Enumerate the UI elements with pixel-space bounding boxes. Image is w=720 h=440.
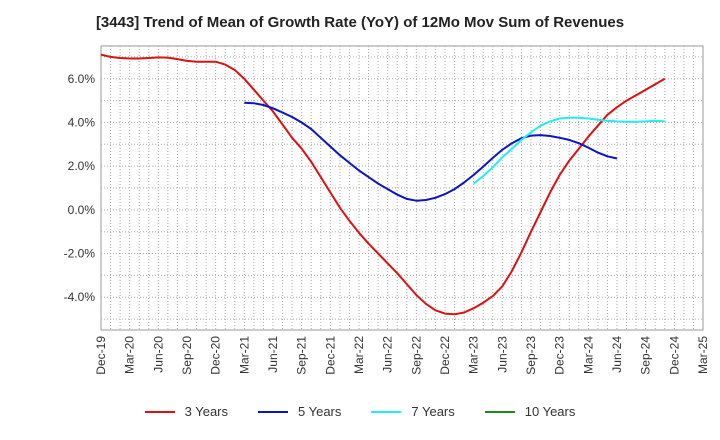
- x-tick-label: Jun-22: [381, 336, 395, 373]
- legend-label: 7 Years: [411, 404, 455, 419]
- x-tick-label: Mar-24: [581, 336, 595, 374]
- chart-title: [3443] Trend of Mean of Growth Rate (YoY…: [95, 14, 625, 31]
- axis-layer: 6.0% 4.0% 2.0% 0.0% -2.0% -4.0% Dec-19 Mar-20 Ju…: [64, 72, 710, 375]
- x-tick-label: Dec-23: [553, 336, 567, 375]
- legend-label: 5 Years: [298, 404, 342, 419]
- legend-label: 3 Years: [184, 404, 228, 419]
- legend-item-10-years: 10 Years: [484, 404, 576, 419]
- x-tick-label: Sep-23: [524, 336, 538, 375]
- series-line-5-years: [244, 101, 618, 202]
- grid-layer: [100, 45, 704, 331]
- x-tick-label: Mar-21: [237, 336, 251, 374]
- y-tick-label: -2.0%: [64, 247, 96, 261]
- series-line-3-years: [100, 53, 666, 316]
- legend-label: 10 Years: [524, 404, 576, 419]
- x-tick-label: Jun-20: [151, 336, 165, 373]
- x-tick-label: Sep-24: [639, 336, 653, 375]
- x-tick-label: Mar-20: [123, 336, 137, 374]
- series-line-7-years: [473, 116, 665, 185]
- x-tick-label: Mar-25: [696, 336, 710, 374]
- x-tick-label: Jun-24: [610, 336, 624, 373]
- legend: 3 Years 5 Years 7 Years 10 Years: [0, 404, 720, 419]
- series-layer: [100, 53, 666, 316]
- x-tick-label: Dec-19: [94, 336, 108, 375]
- x-tick-label: Dec-22: [438, 336, 452, 375]
- x-tick-label: Dec-21: [323, 336, 337, 375]
- x-tick-label: Sep-22: [409, 336, 423, 375]
- y-tick-label: 6.0%: [68, 72, 96, 86]
- x-tick-label: Sep-20: [180, 336, 194, 375]
- x-tick-label: Dec-20: [209, 336, 223, 375]
- y-tick-label: 0.0%: [68, 203, 96, 217]
- y-tick-label: 2.0%: [68, 159, 96, 173]
- x-tick-label: Mar-23: [467, 336, 481, 374]
- legend-swatch: [144, 410, 175, 413]
- legend-item-5-years: 5 Years: [258, 404, 341, 419]
- x-tick-label: Dec-24: [667, 336, 681, 375]
- legend-swatch: [484, 410, 515, 413]
- legend-item-7-years: 7 Years: [371, 404, 455, 419]
- legend-item-3-years: 3 Years: [144, 404, 228, 419]
- x-tick-label: Sep-21: [295, 336, 309, 375]
- x-tick-label: Jun-23: [495, 336, 509, 373]
- legend-swatch: [371, 410, 402, 413]
- y-tick-label: 4.0%: [68, 115, 96, 129]
- legend-swatch: [258, 410, 288, 413]
- y-tick-label: -4.0%: [64, 290, 96, 304]
- x-tick-label: Mar-22: [352, 336, 366, 374]
- x-tick-label: Jun-21: [266, 336, 280, 373]
